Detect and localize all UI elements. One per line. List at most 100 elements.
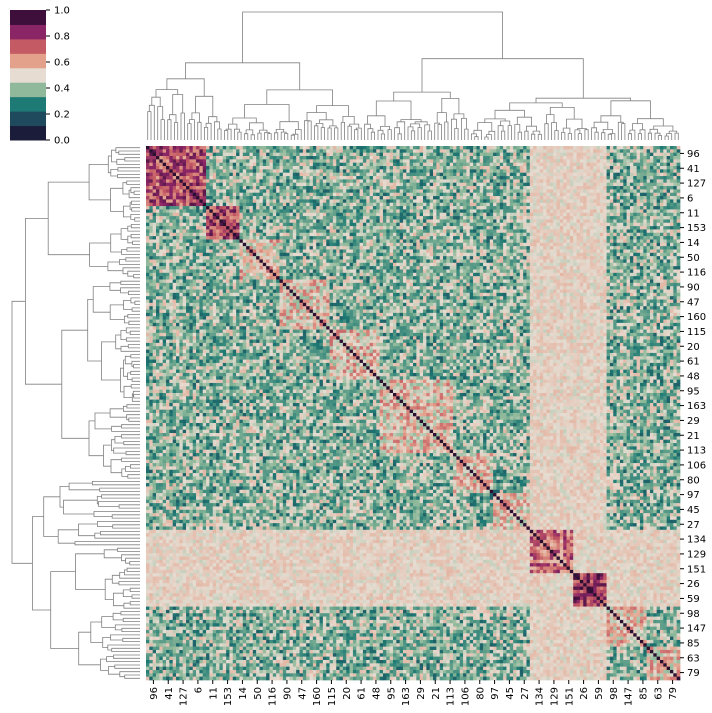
heatmap-cell xyxy=(643,199,647,204)
heatmap-cell xyxy=(646,172,651,177)
heatmap-cell xyxy=(563,169,567,174)
dendrogram-link xyxy=(108,666,120,675)
heatmap-cell xyxy=(543,169,547,174)
heatmap-cell xyxy=(623,156,627,160)
heatmap-cell xyxy=(162,216,167,220)
heatmap-cell xyxy=(156,179,160,184)
heatmap-cell xyxy=(573,159,577,164)
heatmap-cell xyxy=(316,159,320,164)
heatmap-cell xyxy=(336,239,340,244)
heatmap-cell xyxy=(222,152,227,157)
dendrogram-link xyxy=(600,115,622,123)
heatmap-cell xyxy=(609,222,614,227)
heatmap-cell xyxy=(619,222,624,227)
heatmap-cell xyxy=(146,169,150,174)
heatmap-cell xyxy=(259,172,264,177)
heatmap-cell xyxy=(593,229,597,234)
heatmap-cell xyxy=(266,199,270,204)
heatmap-cell xyxy=(479,149,484,154)
heatmap-cell xyxy=(396,232,400,237)
heatmap-cell xyxy=(666,192,671,197)
heatmap-cell xyxy=(586,229,591,234)
heatmap-cell xyxy=(279,152,284,157)
heatmap-cell xyxy=(596,172,601,177)
heatmap-cell xyxy=(226,146,230,150)
heatmap-cell xyxy=(232,179,237,184)
heatmap-cell xyxy=(286,166,290,170)
heatmap-cell xyxy=(493,166,497,170)
heatmap-cell xyxy=(603,146,607,150)
heatmap-cell xyxy=(396,146,400,150)
heatmap-cell xyxy=(146,186,150,190)
heatmap-cell xyxy=(259,152,264,157)
heatmap-cell xyxy=(359,199,364,204)
heatmap-cell xyxy=(413,182,417,187)
heatmap-cell xyxy=(242,186,247,190)
heatmap-cell xyxy=(513,152,517,157)
heatmap-cell xyxy=(569,192,574,197)
heatmap-cell xyxy=(579,149,584,154)
heatmap-cell xyxy=(309,192,314,197)
heatmap-cell xyxy=(469,226,474,230)
heatmap-cell xyxy=(312,239,317,244)
heatmap-cell xyxy=(546,152,551,157)
dendrogram-link xyxy=(68,482,100,491)
heatmap-cell xyxy=(493,236,497,240)
heatmap-cell xyxy=(362,219,367,224)
heatmap-cell xyxy=(453,176,457,180)
heatmap-cell xyxy=(576,162,581,167)
heatmap-cell xyxy=(249,162,254,167)
heatmap-cell xyxy=(352,196,357,200)
heatmap-cell xyxy=(402,209,407,214)
heatmap-cell xyxy=(346,216,350,220)
heatmap-cell xyxy=(336,206,340,210)
heatmap-cell xyxy=(229,179,234,184)
heatmap-cell xyxy=(639,236,644,240)
heatmap-cell xyxy=(559,179,564,184)
heatmap-cell xyxy=(656,226,661,230)
dendrogram-link xyxy=(267,133,272,140)
heatmap-cell xyxy=(302,232,307,237)
heatmap-cell xyxy=(346,149,350,154)
heatmap-cell xyxy=(229,162,234,167)
heatmap-cell xyxy=(219,219,224,224)
heatmap-cell xyxy=(282,176,287,180)
heatmap-cell xyxy=(186,192,190,197)
heatmap-cell xyxy=(226,166,230,170)
heatmap-cell xyxy=(302,216,307,220)
heatmap-cell xyxy=(556,202,561,207)
heatmap-cell xyxy=(279,166,284,170)
heatmap-cell xyxy=(226,236,230,240)
heatmap-cell xyxy=(172,149,177,154)
dendrogram-link xyxy=(387,129,392,140)
heatmap-cell xyxy=(616,236,621,240)
heatmap-cell xyxy=(669,212,674,217)
heatmap-cell xyxy=(599,219,604,224)
heatmap-cell xyxy=(302,222,307,227)
heatmap-cell xyxy=(182,162,187,167)
heatmap-cell xyxy=(469,166,474,170)
heatmap-cell xyxy=(309,222,314,227)
dendrogram-link xyxy=(127,344,140,349)
dendrogram-link xyxy=(517,131,522,140)
heatmap-cell xyxy=(573,229,577,234)
heatmap-cell xyxy=(559,156,564,160)
heatmap-cell xyxy=(619,189,624,194)
heatmap-cell xyxy=(282,236,287,240)
heatmap-cell xyxy=(146,226,150,230)
heatmap-cell xyxy=(463,189,467,194)
heatmap-cell xyxy=(513,202,517,207)
heatmap-cell xyxy=(329,182,334,187)
dendrogram-link xyxy=(130,370,140,375)
heatmap-cell xyxy=(579,172,584,177)
heatmap-cell xyxy=(539,169,544,174)
dendrogram-link xyxy=(113,447,140,454)
heatmap-cell xyxy=(423,202,427,207)
heatmap-cell xyxy=(569,196,574,200)
heatmap-cell xyxy=(409,216,414,220)
heatmap-cell xyxy=(489,152,494,157)
heatmap-cell xyxy=(209,179,214,184)
heatmap-cell xyxy=(389,156,394,160)
heatmap-cell xyxy=(326,166,330,170)
heatmap-cell xyxy=(439,196,444,200)
